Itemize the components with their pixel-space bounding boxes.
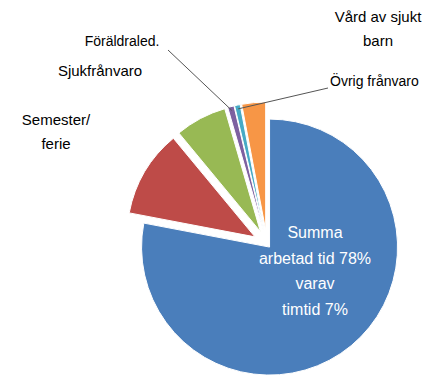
svg-text:Semester/ferie: Semester/ferie (22, 111, 91, 152)
svg-text:Sjukfrånvaro: Sjukfrånvaro (58, 62, 142, 79)
svg-text:Summaarbetad tid 78%varavtimti: Summaarbetad tid 78%varavtimtid 7% (259, 224, 371, 318)
svg-text:Föräldraled.: Föräldraled. (85, 33, 160, 49)
svg-text:Övrig frånvaro: Övrig frånvaro (330, 72, 419, 89)
svg-text:Vård av sjuktbarn: Vård av sjuktbarn (335, 8, 423, 49)
